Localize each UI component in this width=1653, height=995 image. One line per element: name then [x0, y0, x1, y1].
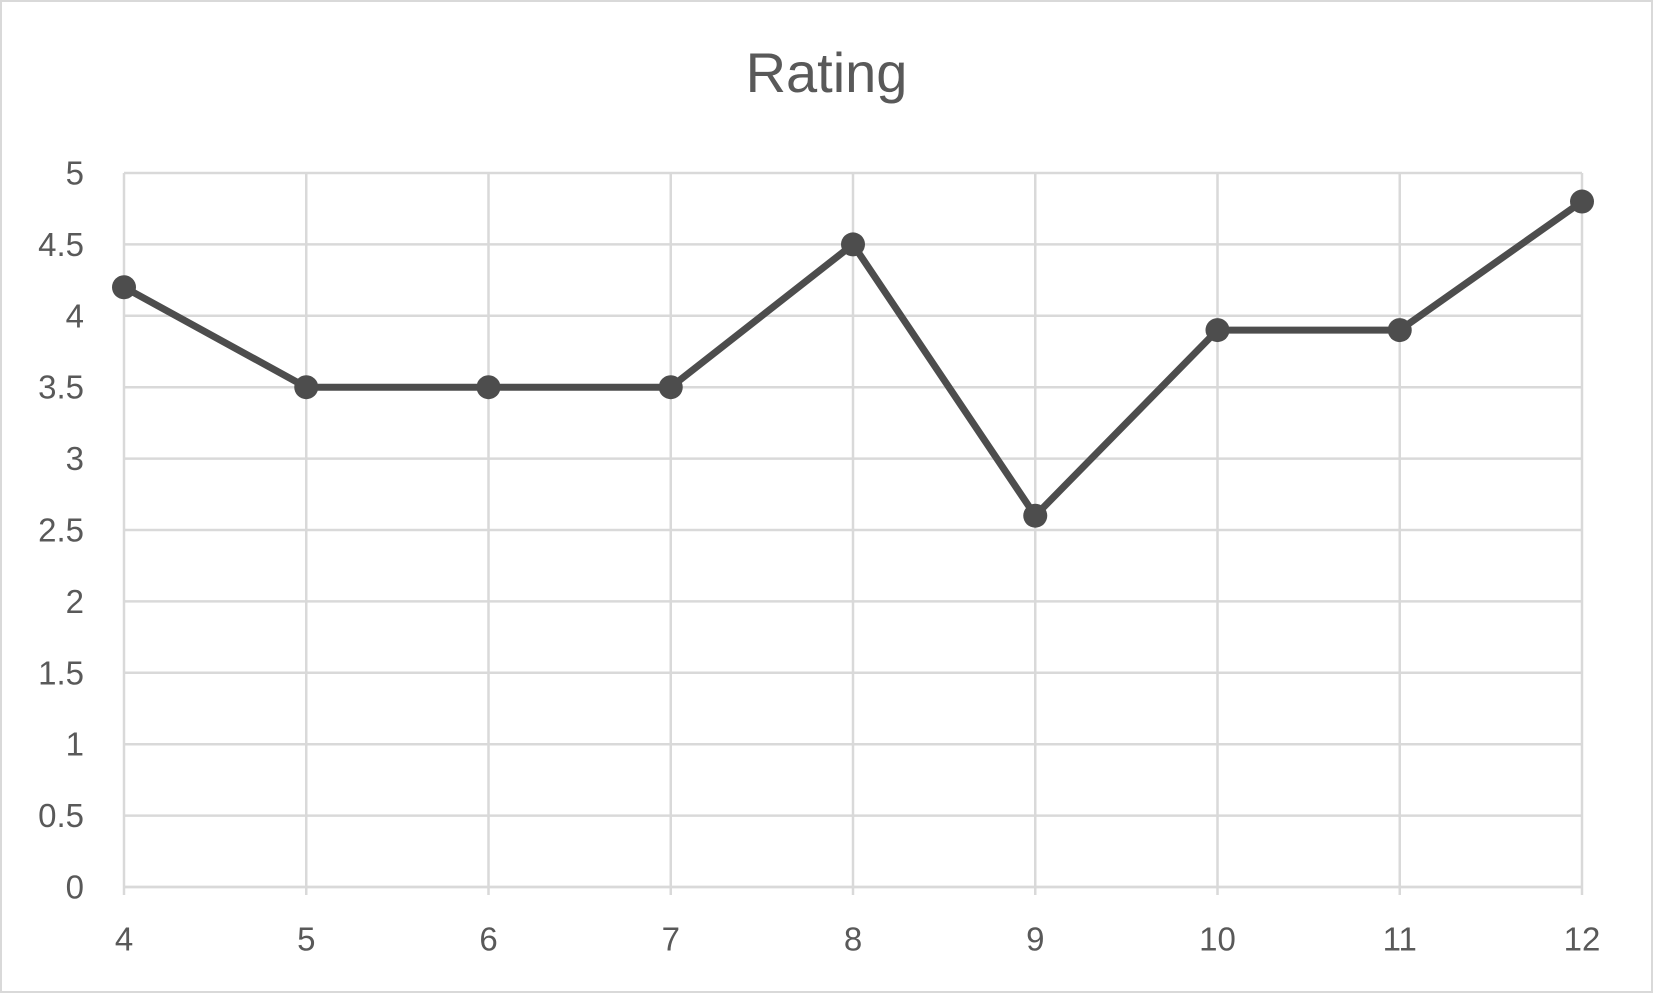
y-tick-label: 2: [66, 583, 84, 620]
data-point: [112, 275, 136, 300]
data-point: [1023, 503, 1048, 528]
y-tick-label: 1.5: [38, 654, 84, 691]
data-point: [1570, 189, 1594, 214]
x-tick-label: 4: [115, 921, 133, 958]
data-point: [1205, 318, 1230, 343]
x-tick-label: 9: [1026, 921, 1044, 958]
data-point: [476, 375, 501, 400]
x-tick-label: 12: [1564, 921, 1601, 958]
data-point: [1387, 318, 1412, 343]
y-tick-label: 4.5: [38, 226, 84, 263]
x-tick-label: 7: [662, 921, 680, 958]
y-tick-label: 2.5: [38, 512, 84, 549]
y-tick-label: 0.5: [38, 797, 84, 834]
y-tick-label: 5: [66, 155, 84, 192]
y-tick-label: 0: [66, 869, 84, 906]
chart-title: Rating: [745, 41, 908, 104]
x-tick-label: 11: [1383, 921, 1417, 958]
y-tick-label: 4: [66, 297, 84, 334]
data-point: [841, 232, 865, 257]
x-tick-label: 6: [479, 921, 497, 958]
data-point: [294, 375, 319, 400]
x-tick-label: 10: [1199, 921, 1236, 958]
data-point: [658, 375, 683, 400]
y-tick-label: 1: [66, 726, 84, 763]
y-tick-label: 3: [66, 440, 84, 477]
x-tick-label: 8: [844, 921, 862, 958]
x-tick-label: 5: [297, 921, 315, 958]
y-tick-label: 3.5: [38, 369, 84, 406]
